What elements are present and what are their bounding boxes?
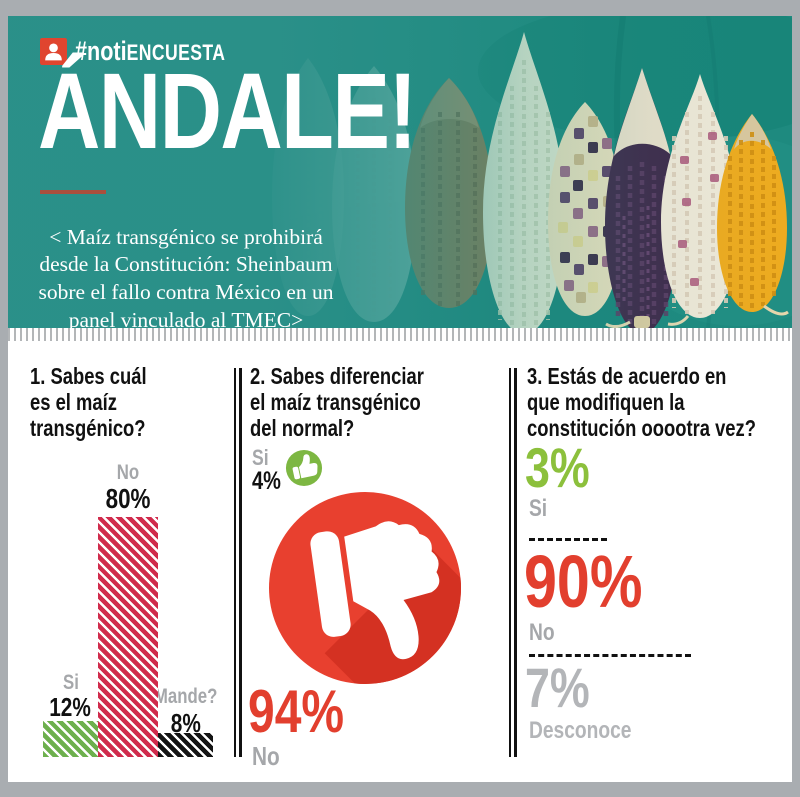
dashed-separator-1: [529, 538, 607, 541]
column-divider-2: [509, 368, 517, 757]
poll-results-section: 1. Sabes cuál es el maíz transgénico? No…: [8, 341, 792, 782]
q1-label-mande: Mande?: [154, 685, 218, 708]
q2-value-si: 4%: [252, 467, 281, 495]
brand-hash: #noti: [75, 36, 127, 66]
question-2-title: 2. Sabes diferenciar el maíz transgénico…: [250, 363, 424, 441]
q2-label-si: Si: [252, 445, 269, 470]
q3-value-no: 90%: [524, 540, 643, 623]
header-banner: #notiENCUESTA ÁNDALE! < Maíz transgénico…: [8, 16, 792, 328]
q1-bar-si: [43, 721, 98, 757]
column-divider-1: [234, 368, 242, 757]
q3-label-desconoce: Desconoce: [529, 717, 632, 744]
title-underline-rule: [40, 190, 106, 194]
corn-varieties-photo: [8, 16, 792, 328]
q1-value-no: 80%: [105, 483, 151, 514]
q2-value-no: 94%: [248, 678, 345, 745]
q3-label-si: Si: [529, 495, 548, 522]
dashed-separator-2: [529, 654, 691, 657]
brand-rest: ENCUESTA: [126, 40, 226, 65]
q1-bar-mande: [158, 733, 213, 757]
q1-bar-no: [98, 517, 158, 757]
question-1-title: 1. Sabes cuál es el maíz transgénico?: [30, 363, 147, 441]
perforation-strip: [8, 328, 792, 341]
q2-label-no: No: [252, 741, 280, 771]
q3-value-si: 3%: [525, 436, 590, 499]
q1-bar-chart: No 80% Si 12% Mande? 8%: [43, 341, 221, 757]
brand-row: #notiENCUESTA: [40, 36, 263, 67]
main-title: ÁNDALE!: [38, 50, 417, 171]
question-3-title: 3. Estás de acuerdo en que modifiquen la…: [527, 363, 756, 441]
thumbs-down-icon: [269, 492, 461, 684]
q1-label-si: Si: [62, 671, 79, 694]
thumbs-up-icon: [285, 449, 323, 487]
q3-label-no: No: [529, 619, 555, 646]
brand-label: #notiENCUESTA: [75, 36, 263, 67]
q1-value-si: 12%: [49, 692, 92, 722]
quote-text: < Maíz transgénico se prohibirá desde la…: [38, 224, 334, 329]
person-icon: [40, 38, 67, 65]
q1-label-no: No: [116, 461, 140, 484]
q3-value-desconoce: 7%: [525, 656, 590, 719]
